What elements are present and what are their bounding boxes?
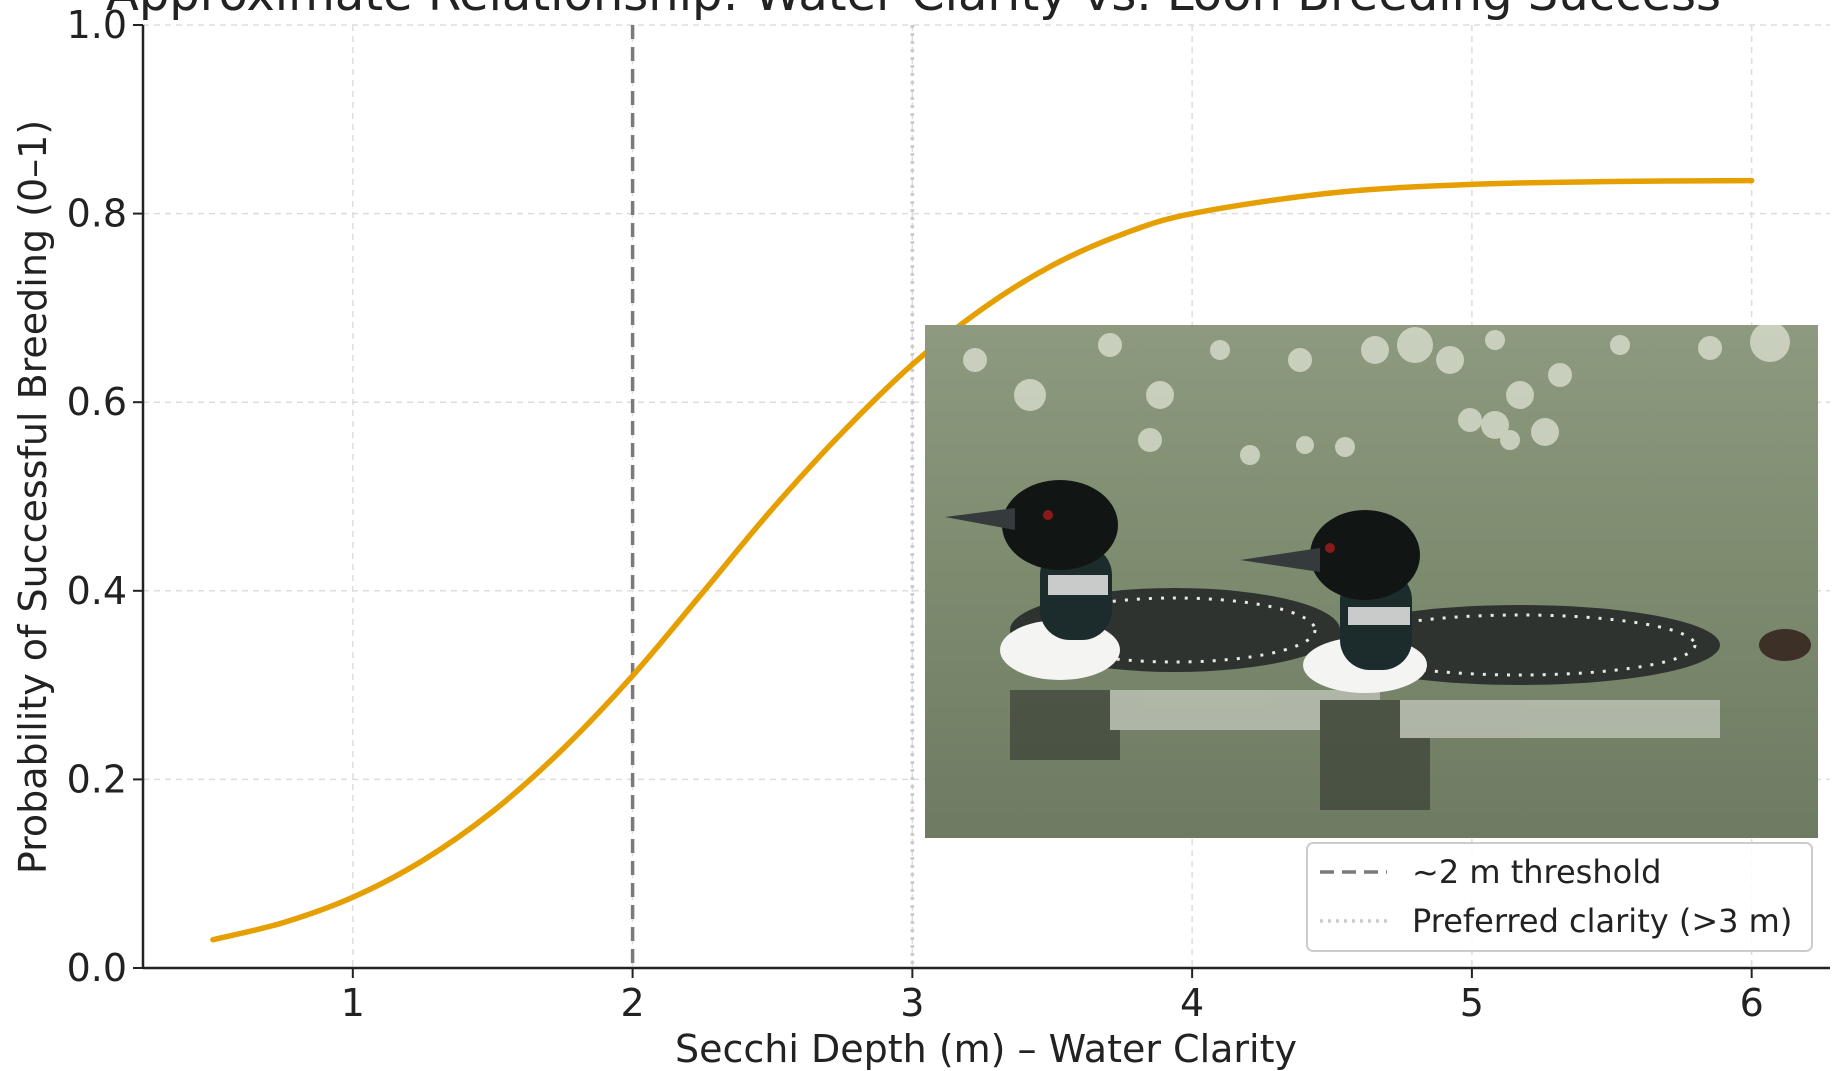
x-tick-label: 5 bbox=[1460, 981, 1484, 1025]
chart-title: Approximate Relationship: Water Clarity … bbox=[106, 0, 1721, 22]
x-axis-label: Secchi Depth (m) – Water Clarity bbox=[675, 1027, 1297, 1071]
loon-left bbox=[945, 480, 1340, 680]
y-tick-label: 1.0 bbox=[67, 3, 127, 47]
x-tick-label: 2 bbox=[620, 981, 644, 1025]
legend-label: Preferred clarity (>3 m) bbox=[1412, 902, 1792, 940]
x-tick-label: 6 bbox=[1740, 981, 1764, 1025]
x-tick-label: 1 bbox=[341, 981, 365, 1025]
legend: ~2 m threshold Preferred clarity (>3 m) bbox=[1306, 842, 1813, 952]
y-tick-label: 0.6 bbox=[67, 380, 127, 424]
x-tick-label: 4 bbox=[1180, 981, 1204, 1025]
ticks: 1 2 3 4 5 6 0.0 0.2 0.4 0.6 0.8 1.0 bbox=[67, 3, 1764, 1025]
reference-lines bbox=[630, 25, 915, 968]
y-tick-label: 0.4 bbox=[67, 569, 127, 613]
series-layer bbox=[210, 177, 1755, 943]
loon-photo bbox=[925, 325, 1818, 838]
series-line bbox=[210, 177, 1755, 943]
y-tick-label: 0.0 bbox=[67, 946, 127, 990]
y-tick-label: 0.2 bbox=[67, 757, 127, 801]
legend-label: ~2 m threshold bbox=[1412, 853, 1661, 891]
x-tick-label: 3 bbox=[900, 981, 924, 1025]
y-tick-label: 0.8 bbox=[67, 192, 127, 236]
legend-box bbox=[1306, 842, 1813, 952]
loon-right bbox=[1240, 510, 1811, 693]
y-axis-label: Probability of Successful Breeding (0–1) bbox=[11, 120, 55, 874]
